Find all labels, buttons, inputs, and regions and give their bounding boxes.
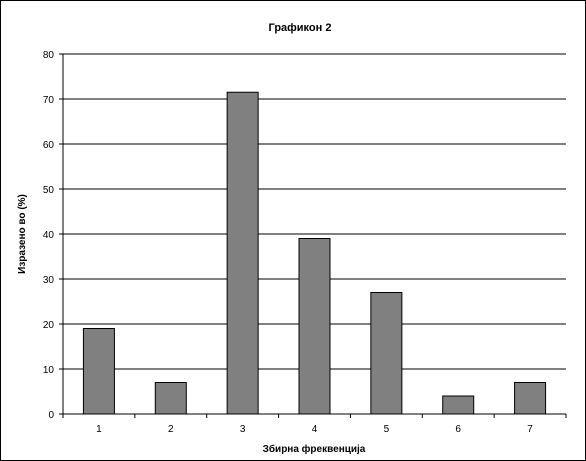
- x-tick-label: 1: [96, 424, 102, 435]
- x-tick-label: 4: [312, 424, 318, 435]
- bar-6: [442, 395, 475, 415]
- x-tick-label: 6: [455, 424, 461, 435]
- x-tick-label: 2: [168, 424, 174, 435]
- x-axis-label: Збирна фреквенција: [263, 443, 366, 455]
- bar-4: [298, 238, 331, 415]
- bar-3: [226, 91, 259, 415]
- bars: [82, 91, 547, 415]
- x-tick-label: 7: [527, 424, 533, 435]
- x-tick-label: 5: [384, 424, 390, 435]
- bar-5: [370, 292, 403, 415]
- y-tick-label: 50: [43, 185, 55, 196]
- y-axis-ticks: 0 10 20 30 40 50 60 70 80: [43, 50, 63, 421]
- bar-1: [82, 328, 115, 415]
- y-tick-label: 10: [43, 365, 55, 376]
- x-tick-label: 3: [240, 424, 246, 435]
- bar-7: [514, 382, 547, 415]
- x-axis-ticks: 1 2 3 4 5 6 7: [62, 414, 567, 435]
- y-tick-label: 40: [43, 230, 55, 241]
- y-tick-label: 80: [43, 50, 55, 61]
- y-tick-label: 20: [43, 320, 55, 331]
- chart-title: Графикон 2: [269, 22, 332, 34]
- y-tick-label: 60: [43, 140, 55, 151]
- grid-lines: [63, 53, 566, 370]
- y-axis-label: Изразено во (%): [17, 194, 28, 274]
- bar-2: [154, 382, 187, 415]
- y-tick-label: 70: [43, 95, 55, 106]
- y-tick-label: 0: [48, 410, 54, 421]
- y-tick-label: 30: [43, 275, 55, 286]
